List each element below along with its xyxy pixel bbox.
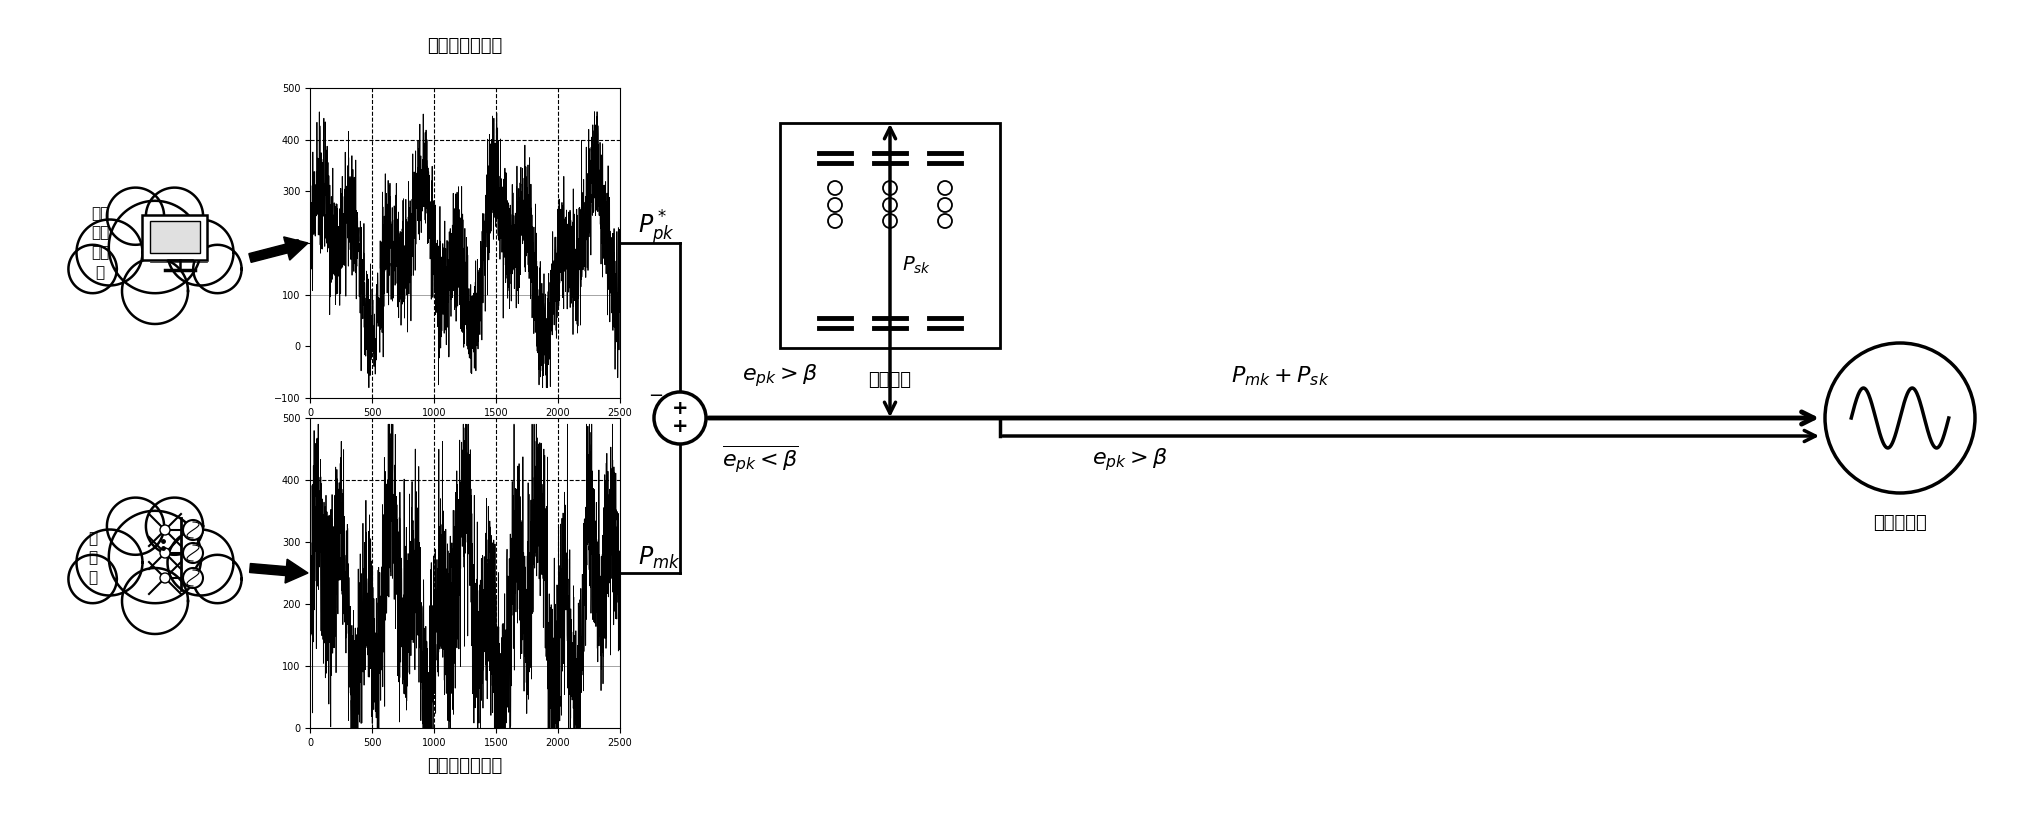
Circle shape [160,573,170,583]
Circle shape [938,214,952,228]
Bar [780,123,1001,348]
Text: $P^*_{pk}$: $P^*_{pk}$ [638,209,675,247]
Circle shape [69,245,118,293]
Circle shape [146,188,203,245]
Circle shape [182,543,203,563]
Circle shape [182,568,203,588]
Circle shape [160,525,170,535]
Text: 风电
场预
测出
力: 风电 场预 测出 力 [91,206,109,280]
Circle shape [109,201,201,293]
Circle shape [883,198,898,212]
Text: 风电厂预测出力: 风电厂预测出力 [427,37,502,55]
Bar [150,221,201,253]
Text: +: + [673,417,689,437]
Text: +: + [673,400,689,418]
Circle shape [829,214,843,228]
Circle shape [829,198,843,212]
Circle shape [829,181,843,195]
Text: 风电场实际出力: 风电场实际出力 [427,757,502,775]
Circle shape [122,258,188,324]
Bar [142,215,207,260]
Circle shape [107,498,164,555]
Text: −: − [648,387,665,405]
Text: $P_{mk}  +  P_{sk}$: $P_{mk} + P_{sk}$ [1230,365,1329,388]
Text: 无穷大系统: 无穷大系统 [1874,514,1927,532]
Circle shape [107,188,164,245]
Text: $e_{pk}  >  \beta$: $e_{pk} > \beta$ [742,363,819,390]
Circle shape [938,181,952,195]
Circle shape [160,548,170,558]
Circle shape [122,568,188,634]
Circle shape [77,220,142,286]
Polygon shape [249,559,308,583]
Circle shape [1825,343,1975,493]
Circle shape [77,530,142,596]
Text: 储能系统: 储能系统 [869,371,912,389]
Circle shape [883,181,898,195]
Text: $\overline{e_{pk}<\beta}$: $\overline{e_{pk}<\beta}$ [721,444,798,476]
Circle shape [146,498,203,555]
Polygon shape [249,237,308,262]
Circle shape [192,555,241,603]
Circle shape [168,220,233,286]
Circle shape [192,245,241,293]
Text: $P_{sk}$: $P_{sk}$ [902,255,932,277]
Text: $P_{mk}$: $P_{mk}$ [638,545,681,572]
Circle shape [883,214,898,228]
Circle shape [69,555,118,603]
Circle shape [182,520,203,540]
Text: $e_{pk}>\beta$: $e_{pk}>\beta$ [1092,447,1169,473]
Circle shape [654,392,705,444]
Circle shape [938,198,952,212]
Circle shape [109,511,201,603]
Circle shape [168,530,233,596]
Text: 风
电
场: 风 电 场 [89,530,97,585]
